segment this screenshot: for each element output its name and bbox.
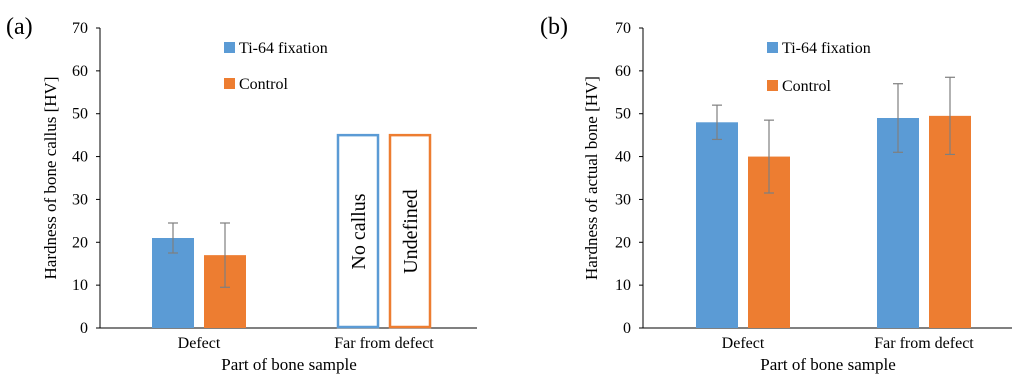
legend-label-control: Control [239,76,288,93]
y-axis-title: Hardness of actual bone [HV] [582,76,601,280]
y-axis-title: Hardness of bone callus [HV] [41,77,60,280]
x-axis-title: Part of bone sample [221,355,357,374]
annotation-label-undefined: Undefined [400,189,422,273]
x-tick-label-defect: Defect [722,335,765,352]
y-tick-label: 50 [72,106,88,123]
y-tick-label: 40 [72,149,88,166]
y-tick-label: 60 [72,63,88,80]
panel-b: (b) 0 10 20 30 40 50 60 70 Hardness of actual bon… [540,14,1012,374]
y-tick-label: 20 [72,234,88,251]
legend-label-ti-64-fixation: Ti-64 fixation [239,40,328,57]
annotation-label-no-callus: No callus [348,193,370,269]
legend-label-control: Control [782,78,831,95]
legend-label-ti-64-fixation: Ti-64 fixation [782,40,871,57]
bar-ti-64-fixation-defect [696,122,738,329]
panel-label: (b) [540,14,568,40]
y-tick-label: 0 [80,320,88,337]
y-tick-label: 10 [615,277,631,294]
x-tick-label-far-from-defect: Far from defect [874,335,974,352]
x-tick-label-defect: Defect [178,335,221,352]
y-tick-label: 30 [615,191,631,208]
x-axis-title: Part of bone sample [760,355,896,374]
legend-swatch-control [224,78,235,89]
panel-label: (a) [6,14,33,40]
y-tick-label: 70 [615,20,631,37]
y-tick-label: 50 [615,106,631,123]
annotation-box-no-callus [336,133,380,329]
legend-swatch-ti-64-fixation [767,42,778,53]
y-tick-label: 40 [615,149,631,166]
y-tick-label: 30 [72,191,88,208]
legend-swatch-control [767,80,778,91]
annotation-box-undefined [388,133,432,329]
y-tick-label: 0 [623,320,631,337]
y-tick-label: 60 [615,63,631,80]
panel-a: (a) 0 10 20 30 40 50 60 70 Hardness of bone callu… [6,14,477,374]
y-tick-label: 10 [72,277,88,294]
legend-swatch-ti-64-fixation [224,42,235,53]
bar-ti-64-fixation-far-from-defect [877,118,919,328]
x-tick-label-far-from-defect: Far from defect [334,335,434,352]
y-tick-label: 20 [615,234,631,251]
y-tick-label: 70 [72,20,88,37]
